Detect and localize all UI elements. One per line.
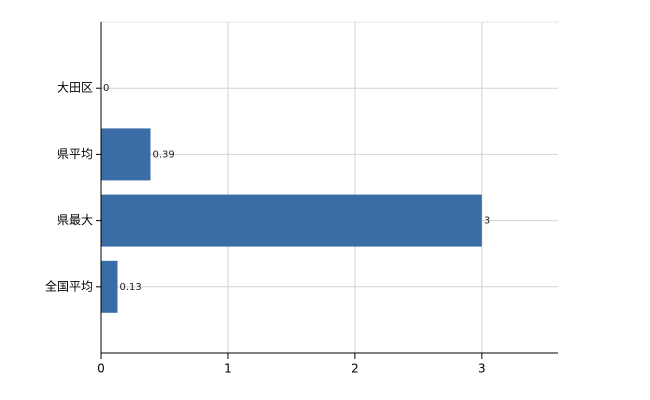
bar [101,128,151,181]
y-tick-label: 全国平均 [45,278,93,293]
y-tick-label: 大田区 [57,81,93,95]
value-label: 3 [484,216,490,227]
value-label: 0.39 [153,149,175,160]
x-tick-label: 0 [97,362,105,376]
value-label: 0 [103,83,109,94]
x-tick-label: 3 [478,362,486,376]
value-label: 0.13 [120,282,142,293]
x-tick-label: 1 [224,362,232,376]
bar [101,194,482,247]
x-tick-label: 2 [351,362,359,376]
bar [101,260,118,313]
y-tick-label: 県平均 [57,147,93,161]
y-tick-label: 県最大 [57,213,93,227]
